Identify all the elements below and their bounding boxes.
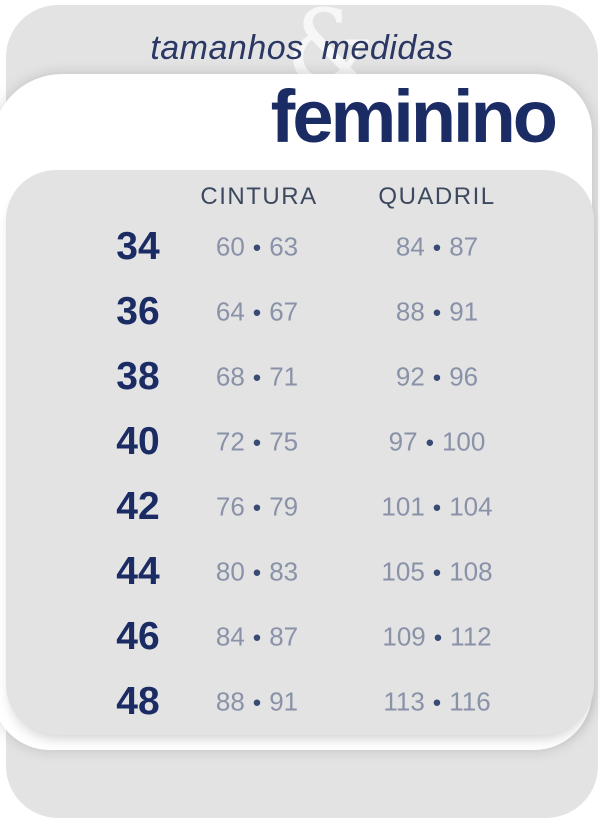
value-number: 68 xyxy=(215,361,245,392)
header-word-tamanhos: tamanhos xyxy=(150,29,304,67)
bullet-separator: • xyxy=(432,689,442,717)
bullet-separator: • xyxy=(252,364,262,392)
table-row: 42 76 • 79 101 • 104 xyxy=(6,475,594,540)
cintura-value: 68 • 71 xyxy=(216,361,298,392)
value-number: 101 xyxy=(381,491,425,522)
value-number: 83 xyxy=(269,556,299,587)
section-title: feminino xyxy=(270,75,558,158)
quadril-value: 92 • 96 xyxy=(396,361,478,392)
size-label: 34 xyxy=(116,224,160,268)
value-number: 104 xyxy=(449,491,493,522)
table-row: 48 88 • 91 113 • 116 xyxy=(6,670,594,735)
table-row: 40 72 • 75 97 • 100 xyxy=(6,409,594,474)
value-number: 91 xyxy=(269,686,299,717)
value-number: 64 xyxy=(215,296,245,327)
quadril-value: 84 • 87 xyxy=(396,231,478,262)
value-number: 108 xyxy=(449,556,493,587)
quadril-value: 109 • 112 xyxy=(382,622,491,653)
value-number: 97 xyxy=(388,426,418,457)
value-number: 87 xyxy=(449,231,479,262)
bullet-separator: • xyxy=(425,429,434,457)
value-number: 63 xyxy=(269,231,299,262)
bullet-separator: • xyxy=(433,624,443,652)
quadril-value: 101 • 104 xyxy=(381,492,492,523)
value-number: 105 xyxy=(381,556,425,587)
bullet-separator: • xyxy=(252,559,262,587)
table-row: 46 84 • 87 109 • 112 xyxy=(6,605,594,670)
cintura-value: 84 • 87 xyxy=(216,622,298,653)
bullet-separator: • xyxy=(252,624,262,652)
table-row: 38 68 • 71 92 • 96 xyxy=(6,344,594,409)
value-number: 112 xyxy=(450,621,492,652)
bullet-separator: • xyxy=(432,299,442,327)
bullet-separator: • xyxy=(432,559,442,587)
cintura-value: 80 • 83 xyxy=(216,557,298,588)
column-header-quadril: QUADRIL xyxy=(378,183,496,210)
value-number: 84 xyxy=(215,621,245,652)
value-number: 72 xyxy=(215,426,245,457)
bullet-separator: • xyxy=(252,689,262,717)
column-header-cintura: CINTURA xyxy=(200,183,318,210)
header-title: tamanhos medidas xyxy=(6,29,598,68)
value-number: 79 xyxy=(269,491,299,522)
quadril-value: 113 • 116 xyxy=(383,687,490,718)
value-number: 75 xyxy=(269,426,299,457)
cintura-value: 60 • 63 xyxy=(216,231,298,262)
quadril-value: 97 • 100 xyxy=(389,426,486,457)
value-number: 92 xyxy=(395,361,425,392)
header-word-medidas: medidas xyxy=(321,29,454,67)
value-number: 96 xyxy=(449,361,479,392)
size-label: 46 xyxy=(116,615,160,659)
value-number: 109 xyxy=(382,621,426,652)
cintura-value: 72 • 75 xyxy=(216,426,298,457)
bullet-separator: • xyxy=(432,364,442,392)
bullet-separator: • xyxy=(252,494,262,522)
value-number: 87 xyxy=(269,621,299,652)
size-label: 38 xyxy=(116,354,160,398)
bullet-separator: • xyxy=(432,494,442,522)
value-number: 88 xyxy=(215,686,245,717)
value-number: 76 xyxy=(215,491,245,522)
quadril-value: 105 • 108 xyxy=(381,557,492,588)
bullet-separator: • xyxy=(252,234,262,262)
size-label: 42 xyxy=(116,485,160,529)
table-row: 34 60 • 63 84 • 87 xyxy=(6,214,594,279)
value-number: 71 xyxy=(269,361,299,392)
bullet-separator: • xyxy=(252,299,262,327)
table-row: 44 80 • 83 105 • 108 xyxy=(6,540,594,605)
value-number: 84 xyxy=(395,231,425,262)
value-number: 88 xyxy=(395,296,425,327)
value-number: 60 xyxy=(215,231,245,262)
value-number: 116 xyxy=(449,686,491,717)
size-label: 48 xyxy=(116,680,160,724)
size-table-card: CINTURA QUADRIL 34 60 • 63 84 • 87 36 64 • 67 … xyxy=(6,170,594,735)
cintura-value: 76 • 79 xyxy=(216,492,298,523)
value-number: 113 xyxy=(383,686,425,717)
quadril-value: 88 • 91 xyxy=(396,296,478,327)
value-number: 67 xyxy=(269,296,299,327)
bullet-separator: • xyxy=(432,234,442,262)
bullet-separator: • xyxy=(252,429,262,457)
size-label: 44 xyxy=(116,550,160,594)
table-body: 34 60 • 63 84 • 87 36 64 • 67 88 • 91 38 68 • 71 9… xyxy=(6,214,594,735)
size-label: 40 xyxy=(116,419,160,463)
value-number: 80 xyxy=(215,556,245,587)
table-row: 36 64 • 67 88 • 91 xyxy=(6,279,594,344)
size-label: 36 xyxy=(116,289,160,333)
value-number: 91 xyxy=(449,296,479,327)
cintura-value: 88 • 91 xyxy=(216,687,298,718)
value-number: 100 xyxy=(441,426,486,457)
cintura-value: 64 • 67 xyxy=(216,296,298,327)
